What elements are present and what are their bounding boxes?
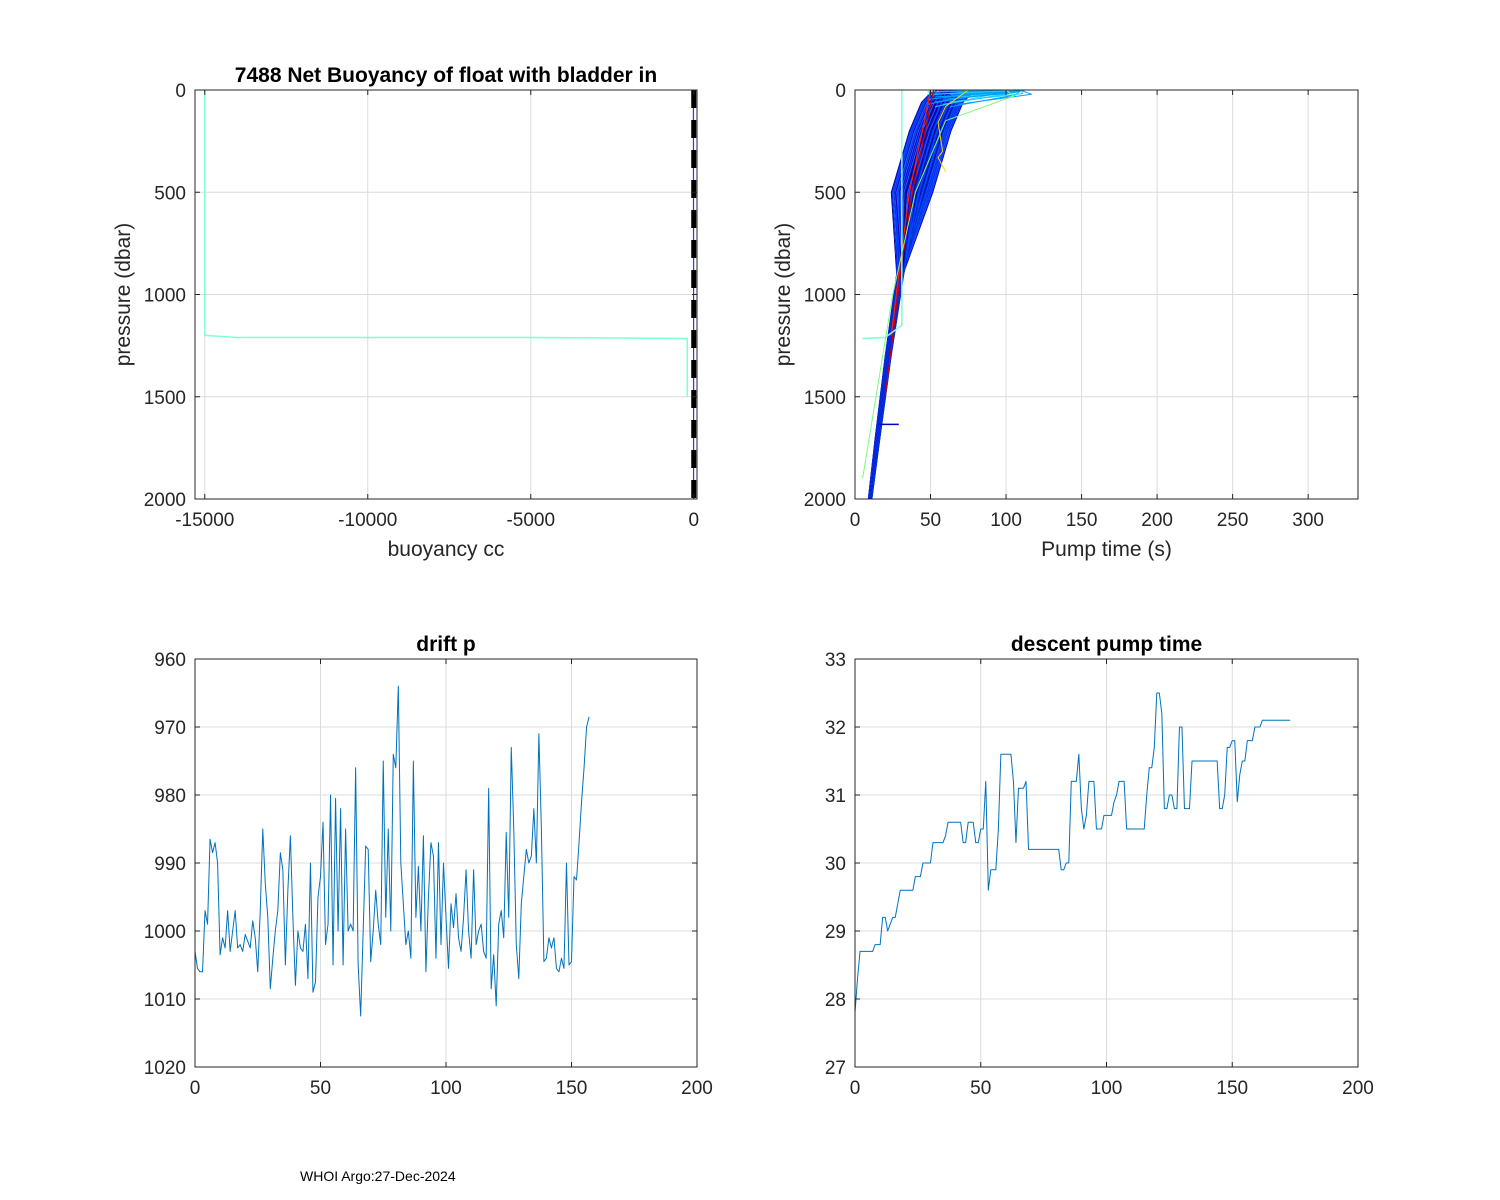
series-line-0	[855, 692, 1291, 1013]
y-tick-label: 970	[154, 718, 186, 739]
y-tick-label: 2000	[144, 490, 186, 511]
y-tick-label: 1000	[144, 922, 186, 943]
y-tick-label: 2000	[804, 490, 846, 511]
y-tick-label: 0	[835, 81, 846, 102]
x-tick-label: -15000	[175, 510, 234, 531]
y-tick-label: 500	[814, 183, 846, 204]
y-tick-label: 27	[825, 1058, 846, 1079]
y-tick-label: 980	[154, 786, 186, 807]
x-tick-label: 0	[190, 1078, 201, 1099]
chart-p3: 0 50 100 150 200 960 970 980 990 1000 1010 1020 drif…	[144, 633, 713, 1099]
x-tick-label: 100	[430, 1078, 462, 1099]
chart-p1: -15000 -10000 -5000 0 0 500 1000 1500 2000 7488 N…	[112, 64, 699, 561]
chart-p4: 0 50 100 150 200 27 28 29 30 31 32 33 descent pump t…	[825, 633, 1374, 1099]
y-axis-label: pressure (dbar)	[112, 223, 135, 367]
x-tick-label: 150	[1066, 510, 1098, 531]
y-axis-label: pressure (dbar)	[772, 223, 795, 367]
x-tick-label: 0	[850, 510, 861, 531]
x-tick-label: 50	[920, 510, 941, 531]
y-tick-label: 1500	[144, 388, 186, 409]
y-tick-label: 32	[825, 718, 846, 739]
x-tick-label: 200	[1342, 1078, 1374, 1099]
x-tick-label: -5000	[506, 510, 555, 531]
x-axis-label: buoyancy cc	[388, 538, 505, 561]
plot-area	[855, 692, 1291, 1013]
y-tick-label: 30	[825, 854, 846, 875]
x-tick-label: 100	[990, 510, 1022, 531]
x-tick-label: 0	[850, 1078, 861, 1099]
y-tick-label: 33	[825, 650, 846, 671]
y-tick-label: 1000	[144, 286, 186, 307]
series-line-4	[937, 90, 969, 173]
x-tick-label: 150	[556, 1078, 588, 1099]
series-line-2	[862, 90, 903, 340]
series-line-1	[890, 90, 932, 336]
x-tick-label: 150	[1216, 1078, 1248, 1099]
y-tick-label: 31	[825, 786, 846, 807]
series-line-0	[204, 90, 688, 397]
x-axis-label: Pump time (s)	[1041, 538, 1172, 561]
y-tick-label: 1000	[804, 286, 846, 307]
x-tick-label: 100	[1091, 1078, 1123, 1099]
x-tick-label: 200	[681, 1078, 713, 1099]
x-tick-label: 250	[1217, 510, 1249, 531]
profile-line	[935, 90, 1022, 98]
series-line-0	[195, 685, 590, 1017]
x-tick-label: -10000	[338, 510, 397, 531]
x-tick-label: 300	[1292, 510, 1324, 531]
chart-title: descent pump time	[1011, 633, 1202, 656]
profile-line	[950, 90, 1024, 103]
x-tick-label: 50	[310, 1078, 331, 1099]
x-tick-label: 200	[1141, 510, 1173, 531]
y-tick-label: 29	[825, 922, 846, 943]
y-tick-label: 960	[154, 650, 186, 671]
x-tick-label: 50	[970, 1078, 991, 1099]
y-tick-label: 990	[154, 854, 186, 875]
chart-title: 7488 Net Buoyancy of float with bladder …	[235, 64, 657, 87]
footer-note: WHOI Argo:27-Dec-2024	[300, 1168, 456, 1184]
y-tick-label: 1020	[144, 1058, 186, 1079]
chart-p2: 0 50 100 150 200 250 300 0 500 1000 1500 2000 Pump t…	[772, 81, 1359, 561]
y-tick-label: 28	[825, 990, 846, 1011]
profile-line	[927, 90, 1022, 95]
y-tick-label: 500	[154, 183, 186, 204]
profile-line	[957, 90, 1032, 105]
series-line-3	[862, 90, 1015, 479]
y-tick-label: 0	[175, 81, 186, 102]
y-tick-label: 1500	[804, 388, 846, 409]
chart-title: drift p	[416, 633, 475, 656]
profile-line	[942, 90, 1022, 100]
plot-area	[862, 90, 1358, 499]
plot-area	[195, 685, 590, 1017]
x-tick-label: 0	[688, 510, 699, 531]
y-tick-label: 1010	[144, 990, 186, 1011]
